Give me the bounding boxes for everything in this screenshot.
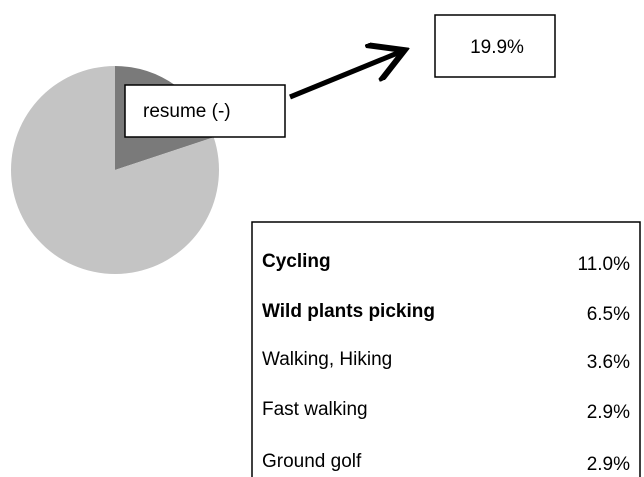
value-label: 19.9% <box>470 37 524 58</box>
row-value: 2.9% <box>587 402 630 423</box>
slice-label: resume (-) <box>143 101 231 122</box>
arrow <box>289 52 400 100</box>
row-value: 6.5% <box>587 304 630 325</box>
table: Cycling 11.0% Wild plants picking 6.5% Walki… <box>262 251 630 475</box>
row-value: 11.0% <box>578 254 631 275</box>
row-label: Walking, Hiking <box>262 349 392 370</box>
pie-slice <box>10 66 219 274</box>
row-value: 3.6% <box>587 352 630 373</box>
row-label: Cycling <box>262 251 331 272</box>
row-label: Wild plants picking <box>262 301 435 322</box>
callout-box <box>124 84 286 138</box>
row-label: Fast walking <box>262 399 368 420</box>
row-value: 2.9% <box>587 454 630 475</box>
table-border <box>251 221 641 477</box>
value-box <box>434 14 556 78</box>
row-label: Ground golf <box>262 451 362 472</box>
